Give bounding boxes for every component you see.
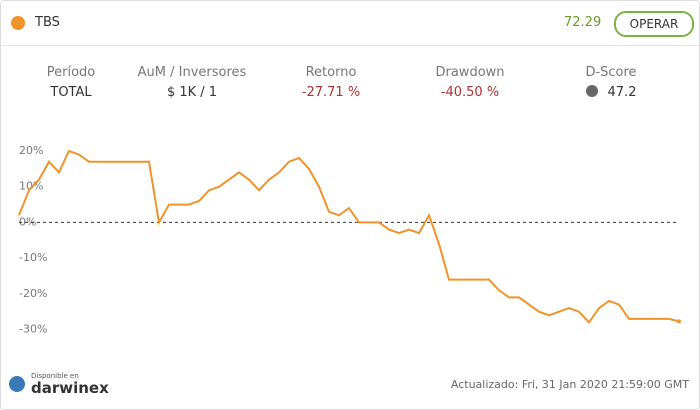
logo-icon: [9, 376, 25, 392]
y-tick-label: 10%: [19, 180, 43, 193]
stat: D-Score 47.2: [541, 65, 681, 100]
stat-value: $ 1K / 1: [166, 85, 218, 100]
stat-label: Retorno: [305, 65, 357, 80]
brand: darwinex: [31, 379, 109, 397]
stat-value: -27.71 %: [301, 85, 361, 100]
header: TBS 72.29 OPERAR: [1, 1, 699, 46]
y-tick-label: -30%: [19, 323, 47, 336]
stat: Drawdown -40.50 %: [400, 65, 540, 100]
trade-button[interactable]: OPERAR: [614, 11, 694, 37]
stat-label: Drawdown: [435, 65, 505, 80]
stat: Período TOTAL: [1, 65, 141, 100]
status-dot: [11, 16, 25, 30]
stat-label: D-Score: [585, 65, 637, 80]
updated: Actualizado: Fri, 31 Jan 2020 21:59:00 G…: [450, 378, 689, 391]
y-tick-label: -20%: [19, 287, 47, 300]
stat-label: Período: [46, 65, 96, 80]
available-label: Disponible en: [31, 372, 79, 380]
stat-value: TOTAL: [50, 85, 92, 100]
price: 72.29: [564, 15, 602, 30]
y-tick-label: 20%: [19, 144, 43, 157]
stat-value: 47.2: [541, 85, 681, 100]
score-icon: [585, 85, 598, 97]
stat-label: AuM / Inversores: [137, 65, 247, 80]
name: TBS: [35, 15, 60, 30]
y-tick-label: -10%: [19, 251, 47, 264]
stat-value: -40.50 %: [440, 85, 500, 100]
stat: AuM / Inversores $ 1K / 1: [122, 65, 262, 100]
score-value: 47.2: [607, 85, 637, 100]
stat: Retorno -27.71 %: [261, 65, 401, 100]
end-point: [677, 319, 681, 324]
line: [18, 149, 680, 324]
